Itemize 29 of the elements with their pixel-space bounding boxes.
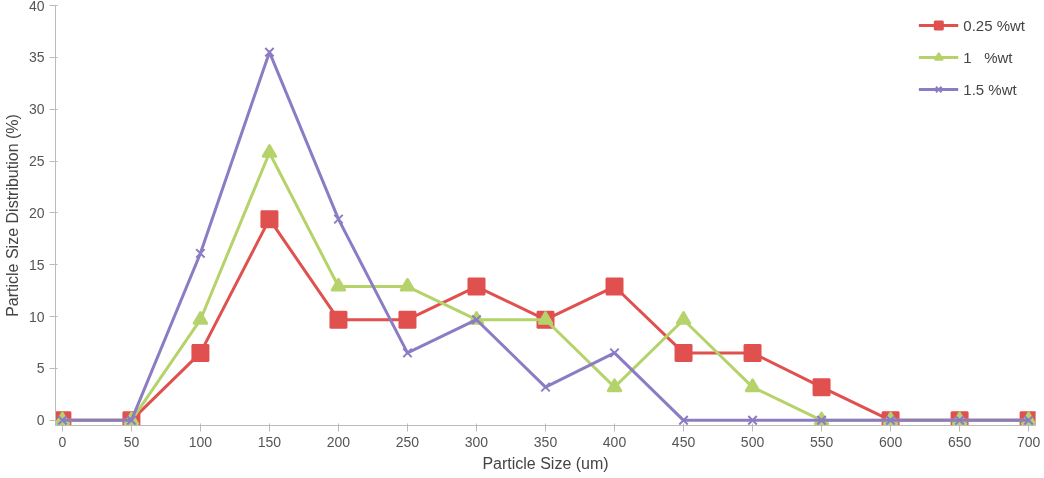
- x-tick-label: 350: [533, 433, 558, 450]
- y-tick-label: 35: [28, 49, 45, 66]
- x-tick-label: 50: [123, 433, 140, 450]
- x-tick-label: 150: [257, 433, 282, 450]
- x-tick-label: 650: [947, 433, 972, 450]
- y-tick-label: 30: [28, 101, 45, 118]
- y-tick-label: 25: [28, 153, 45, 170]
- y-tick-label: 0: [36, 412, 45, 429]
- x-tick-label: 700: [1016, 433, 1041, 450]
- x-tick-label: 250: [395, 433, 420, 450]
- x-tick-label: 0: [58, 433, 67, 450]
- x-tick-label: 450: [671, 433, 696, 450]
- y-tick-label: 10: [28, 308, 45, 325]
- y-tick-label: 5: [36, 360, 45, 377]
- y-tick-label: 40: [28, 0, 45, 14]
- x-tick-label: 400: [602, 433, 627, 450]
- x-tick-label: 500: [740, 433, 765, 450]
- x-tick-label: 100: [188, 433, 213, 450]
- x-tick-label: 200: [326, 433, 351, 450]
- x-tick-label: 550: [809, 433, 834, 450]
- x-tick-label: 600: [878, 433, 903, 450]
- legend-label: 1.5 %wt: [963, 80, 1017, 98]
- y-axis-title: Particle Size Distribution (%): [3, 114, 21, 317]
- legend-label: 1 %wt: [963, 48, 1013, 66]
- x-tick-label: 300: [464, 433, 489, 450]
- y-tick-label: 15: [28, 256, 45, 273]
- x-axis-title: Particle Size (um): [482, 454, 609, 472]
- y-tick-label: 20: [28, 204, 45, 221]
- legend-label: 0.25 %wt: [963, 16, 1025, 34]
